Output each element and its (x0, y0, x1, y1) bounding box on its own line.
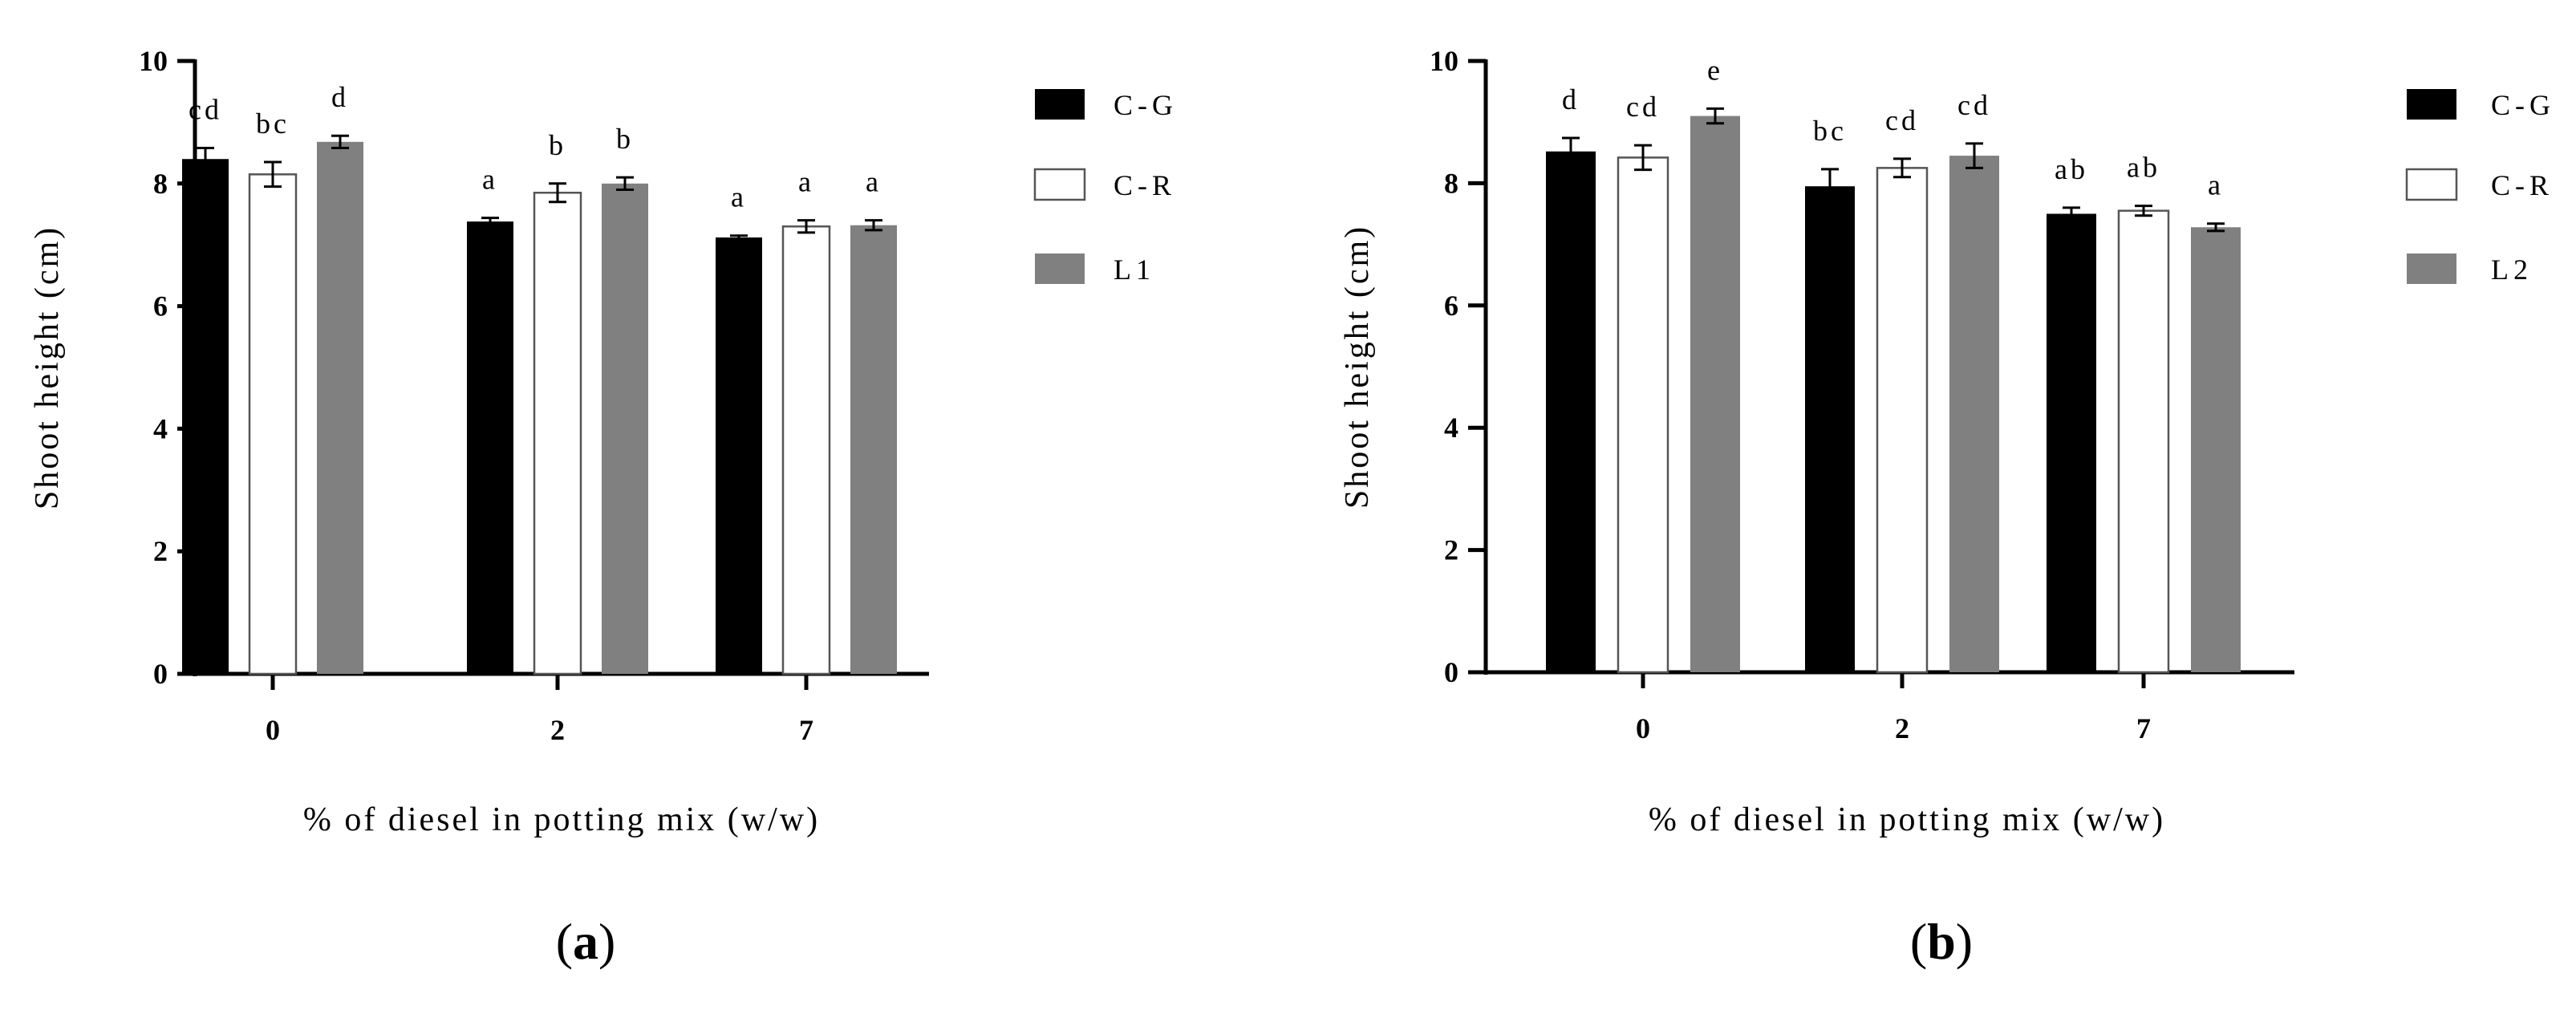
legend-swatch (1035, 89, 1085, 120)
panel-label-letter: a (573, 913, 598, 970)
bar (182, 159, 229, 675)
bar (716, 237, 762, 675)
significance-letter: d (1562, 83, 1580, 116)
y-tick-label: 8 (1444, 167, 1458, 199)
bar (602, 183, 648, 675)
bar (1617, 156, 1669, 674)
legend-swatch (1035, 253, 1085, 284)
legend-swatch (2405, 168, 2458, 201)
panel-label-letter: b (1927, 913, 1956, 970)
panel-label: (a) (556, 913, 616, 970)
y-tick-label: 10 (139, 45, 168, 77)
significance-letter: d (331, 81, 349, 113)
y-tick-label: 10 (1430, 45, 1458, 77)
y-tick-label: 2 (153, 535, 168, 567)
legend-label: C-R (2491, 169, 2554, 201)
significance-letter: a (2208, 169, 2224, 201)
y-tick-label: 8 (153, 168, 168, 200)
bar (533, 192, 582, 675)
bar (781, 225, 831, 675)
panel-label-close: ) (598, 913, 615, 970)
x-tick-label: 0 (1636, 712, 1650, 744)
x-tick-label: 0 (266, 714, 280, 746)
y-tick-label: 6 (1444, 290, 1458, 322)
legend-label: C-R (1114, 169, 1176, 201)
y-tick-label: 2 (1444, 534, 1458, 566)
y-tick-label: 4 (1444, 412, 1458, 444)
significance-letter: ab (2055, 153, 2088, 185)
bar (2191, 227, 2241, 672)
significance-letter: a (482, 164, 498, 196)
chart-panel-a: 0 2 4 6 8 10 0 2 7 cd a a C-G bc b a C-R d b a L1 Shoot heigh… (29, 45, 1178, 970)
y-tick-label: 4 (153, 412, 168, 444)
bar (2047, 213, 2096, 672)
bar (248, 173, 298, 675)
significance-letter: a (731, 181, 747, 213)
legend-swatch (2407, 89, 2456, 120)
x-axis-title: % of diesel in potting mix (w/w) (1649, 801, 2165, 838)
bar (1805, 186, 1855, 672)
significance-letter: b (549, 129, 566, 161)
legend-label: L1 (1114, 253, 1155, 286)
significance-letter: e (1707, 54, 1723, 86)
chart-panel-b: 0 2 4 6 8 10 0 2 7 d bc ab C-G cd cd ab C-R e cd a L2 Shoot h… (1339, 45, 2555, 970)
y-tick-label: 0 (1444, 656, 1458, 688)
bar (850, 225, 897, 674)
significance-letter: ab (2127, 152, 2160, 184)
panel-label-open: ( (556, 913, 573, 970)
legend-label: L2 (2491, 253, 2533, 286)
x-tick-label: 2 (550, 714, 565, 746)
x-tick-label: 7 (2136, 712, 2151, 744)
legend-label: C-G (2491, 89, 2555, 121)
significance-letter: b (616, 123, 634, 155)
legend-swatch (2407, 253, 2456, 284)
bar (1949, 156, 1999, 673)
bar (1546, 151, 1596, 672)
significance-letter: a (866, 166, 882, 198)
significance-letter: a (798, 166, 814, 198)
y-axis-title: Shoot height (cm) (29, 225, 66, 509)
significance-letter: cd (189, 93, 222, 125)
panel-label-open: ( (1910, 913, 1927, 970)
y-tick-label: 6 (153, 290, 168, 322)
significance-letter: bc (256, 107, 290, 140)
significance-letter: cd (1626, 91, 1660, 123)
significance-letter: cd (1885, 104, 1919, 136)
significance-letter: bc (1813, 115, 1847, 147)
y-tick-label: 0 (153, 658, 168, 690)
significance-letter: cd (1957, 89, 1991, 121)
bar (467, 221, 513, 675)
legend-swatch (1033, 168, 1086, 201)
bar (1876, 167, 1929, 674)
panel-label: (b) (1910, 913, 1973, 970)
y-axis-title: Shoot height (cm) (1339, 225, 1376, 509)
panel-label-close: ) (1956, 913, 1973, 970)
x-tick-label: 2 (1895, 712, 1909, 744)
x-axis-title: % of diesel in potting mix (w/w) (303, 801, 820, 838)
bar (317, 141, 363, 674)
legend-label: C-G (1114, 89, 1178, 121)
bar (2117, 209, 2170, 674)
x-tick-label: 7 (799, 714, 813, 746)
bar (1690, 116, 1740, 672)
